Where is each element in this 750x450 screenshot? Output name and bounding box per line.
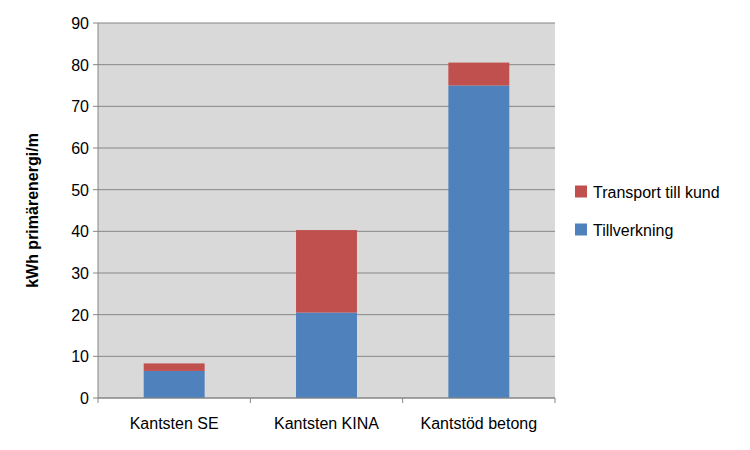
- x-tick: [98, 398, 99, 403]
- bars: [144, 63, 510, 398]
- bar-segment: [144, 363, 205, 371]
- bar-segment: [296, 313, 357, 398]
- y-tick: [93, 314, 98, 315]
- page: {"chart_data": {"type": "bar", "stacked"…: [0, 0, 750, 450]
- legend-swatch: [575, 186, 587, 198]
- y-tick: [93, 189, 98, 190]
- y-axis: [98, 23, 99, 398]
- y-tick-label: 0: [80, 390, 89, 407]
- x-tick: [250, 398, 251, 403]
- chart-container: 0 10 20 30 40 50 60 70 80 90 Kantsten SE Kantsten K…: [0, 0, 750, 450]
- y-tick: [93, 231, 98, 232]
- y-tick-label: 30: [71, 265, 89, 282]
- y-tick-label: 50: [71, 182, 89, 199]
- bar-segment: [296, 230, 357, 312]
- y-tick-label: 10: [71, 348, 89, 365]
- y-tick-label: 80: [71, 57, 89, 74]
- y-tick: [93, 106, 98, 107]
- y-tick-label: 60: [71, 140, 89, 157]
- y-axis-label: kWh primärenergi/m: [24, 133, 41, 288]
- y-tick-label: 20: [71, 307, 89, 324]
- y-tick: [93, 64, 98, 65]
- x-tick: [402, 398, 403, 403]
- y-tick: [93, 356, 98, 357]
- plot-background: [98, 23, 555, 398]
- y-tick: [93, 273, 98, 274]
- x-tick-label: Kantsten SE: [130, 415, 219, 432]
- bar-segment: [448, 63, 509, 86]
- legend-label: Tillverkning: [593, 222, 673, 239]
- y-tick: [93, 148, 98, 149]
- x-tick-label: Kantstöd betong: [421, 415, 538, 432]
- x-axis: [98, 398, 555, 399]
- x-tick-label: Kantsten KINA: [274, 415, 379, 432]
- bar-segment: [144, 371, 205, 398]
- y-tick: [93, 23, 98, 24]
- chart-svg: 0 10 20 30 40 50 60 70 80 90 Kantsten SE Kantsten K…: [0, 0, 750, 450]
- legend-label: Transport till kund: [593, 184, 720, 201]
- y-tick-label: 40: [71, 223, 89, 240]
- bar-segment: [448, 86, 509, 399]
- x-tick: [555, 398, 556, 403]
- legend-swatch: [575, 224, 587, 236]
- y-tick-label: 90: [71, 15, 89, 32]
- grid-line: [98, 23, 555, 24]
- y-tick-label: 70: [71, 98, 89, 115]
- grid-line: [98, 398, 555, 399]
- y-tick: [93, 398, 98, 399]
- legend: Transport till kund Tillverkning: [575, 184, 720, 239]
